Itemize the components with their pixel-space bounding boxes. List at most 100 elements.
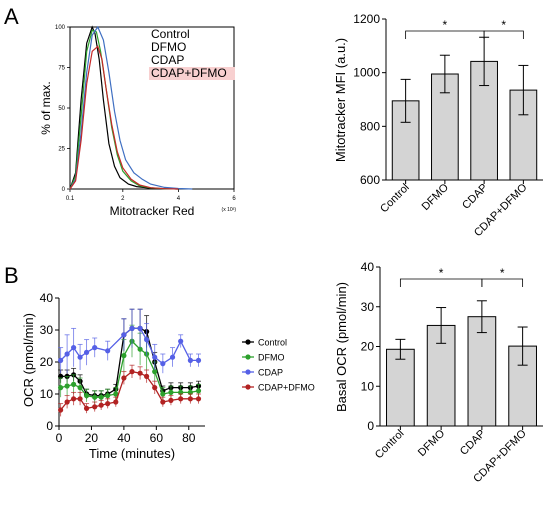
data-point-cdap-dfmo — [77, 396, 83, 402]
x-tick-label: 20 — [85, 431, 99, 445]
x-tick-label: 0 — [56, 431, 63, 445]
y-axis-label: Basal OCR (pmol/min) — [334, 282, 349, 412]
data-point-cdap — [129, 325, 135, 331]
legend-marker-dfmo — [245, 354, 251, 360]
data-point-cdap-dfmo — [64, 399, 70, 405]
legend-marker-control — [245, 339, 251, 345]
y-tick-label: 1200 — [353, 12, 380, 26]
data-point-cdap — [152, 354, 158, 360]
category-label: Control — [373, 428, 407, 462]
y-tick-label: 20 — [361, 340, 375, 354]
data-point-cdap — [178, 338, 184, 344]
data-point-cdap-dfmo — [92, 404, 98, 410]
data-point-cdap — [195, 357, 202, 363]
y-tick-label: 0 — [62, 187, 66, 193]
y-tick-label: 800 — [360, 119, 380, 133]
x-axis-label: Mitotracker Red — [110, 204, 195, 218]
legend-marker-cdap-dfmo — [245, 384, 251, 390]
data-point-cdap — [105, 348, 111, 354]
data-point-cdap — [144, 337, 150, 343]
histogram-curve-cdap-dfmo — [69, 45, 179, 190]
data-point-dfmo — [160, 391, 166, 397]
significance-star: * — [500, 266, 505, 280]
y-tick-label: 100 — [55, 25, 66, 31]
data-point-dfmo — [77, 385, 83, 391]
category-label: Control — [378, 182, 412, 216]
data-point-cdap — [169, 354, 176, 360]
legend-label-dfmo: DFMO — [258, 353, 285, 363]
data-point-cdap-dfmo — [71, 396, 77, 402]
data-point-dfmo — [105, 393, 111, 399]
data-point-cdap-dfmo — [113, 399, 119, 405]
y-tick-label: 30 — [40, 323, 54, 337]
data-point-dfmo — [64, 383, 70, 389]
basal-ocr-bar-chart: 0 10 20 30 40 Basal OCR (pmol/min) Control DFMO… — [334, 260, 543, 485]
y-tick-label: 0 — [46, 419, 53, 433]
data-point-dfmo — [137, 346, 143, 352]
data-point-dfmo — [113, 391, 119, 397]
data-point-cdap — [160, 361, 166, 367]
y-tick-label: 75 — [58, 66, 65, 72]
mitotracker-mfi-bar-chart: 600 800 1000 1200 Mitotracker MFI (a.u.) Cont… — [333, 12, 543, 239]
x-tick-label: 6 — [232, 196, 236, 202]
data-point-cdap-dfmo — [58, 407, 64, 413]
data-point-cdap — [187, 357, 193, 363]
legend-label-cdap-dfmo: CDAP+DFMO — [258, 383, 315, 393]
panel-label-a: A — [4, 4, 19, 29]
significance-star: * — [443, 18, 448, 32]
y-tick-label: 0 — [367, 419, 374, 433]
bar — [467, 316, 497, 427]
y-tick-label: 40 — [361, 260, 375, 274]
data-point-dfmo — [98, 394, 104, 400]
legend-label: DFMO — [151, 40, 186, 54]
data-point-cdap — [71, 345, 77, 351]
legend-label: Control — [151, 27, 190, 41]
data-point-dfmo — [168, 389, 174, 395]
data-point-cdap — [137, 325, 143, 331]
data-point-cdap-dfmo — [121, 375, 127, 381]
series-line-cdap-dfmo — [60, 370, 199, 411]
data-point-cdap-dfmo — [137, 370, 143, 376]
y-axis-label: OCR (pmol/min) — [21, 313, 36, 407]
data-point-cdap-dfmo — [178, 396, 184, 402]
data-point-dfmo — [58, 385, 64, 391]
y-axis-label: Mitotracker MFI (a.u.) — [333, 38, 348, 162]
data-point-dfmo — [152, 369, 158, 375]
mitotracker-histogram: 0.1 2 4 6 0 25 50 75 100 (x 10³) Mitotracker Red % … — [39, 25, 236, 218]
legend-label: CDAP+DFMO — [151, 66, 227, 80]
data-point-dfmo — [92, 394, 98, 400]
data-point-cdap-dfmo — [129, 369, 135, 375]
y-tick-label: 10 — [40, 387, 54, 401]
y-tick-label: 1000 — [353, 66, 380, 80]
significance-bracket — [399, 278, 483, 287]
y-axis-label: % of max. — [39, 81, 53, 134]
x-tick-label: 80 — [182, 431, 196, 445]
x-scale-note: (x 10³) — [222, 207, 237, 213]
x-tick-label: 0.1 — [66, 196, 75, 202]
data-point-cdap — [92, 345, 98, 351]
data-point-cdap — [121, 332, 127, 338]
data-point-cdap-dfmo — [160, 399, 166, 405]
data-point-cdap — [58, 357, 64, 363]
histogram-curve-cdap — [69, 25, 193, 190]
significance-bracket — [483, 30, 524, 39]
data-point-cdap-dfmo — [195, 396, 202, 402]
data-point-dfmo — [71, 381, 77, 387]
category-label: CDAP — [458, 428, 488, 458]
x-tick-label: 4 — [177, 196, 181, 202]
data-point-cdap — [83, 349, 90, 355]
histogram-curve-control — [69, 25, 179, 190]
significance-bracket — [405, 30, 485, 39]
y-tick-label: 30 — [361, 300, 375, 314]
data-point-dfmo — [121, 353, 127, 359]
x-tick-label: 40 — [117, 431, 131, 445]
category-label: DFMO — [420, 181, 452, 213]
bar — [386, 348, 415, 427]
significance-star: * — [439, 266, 444, 280]
category-label: DFMO — [416, 427, 448, 459]
legend-label-control: Control — [258, 338, 287, 348]
category-label: CDAP — [460, 182, 490, 212]
y-tick-label: 600 — [360, 173, 380, 187]
y-tick-label: 20 — [40, 355, 54, 369]
data-point-dfmo — [195, 388, 202, 394]
